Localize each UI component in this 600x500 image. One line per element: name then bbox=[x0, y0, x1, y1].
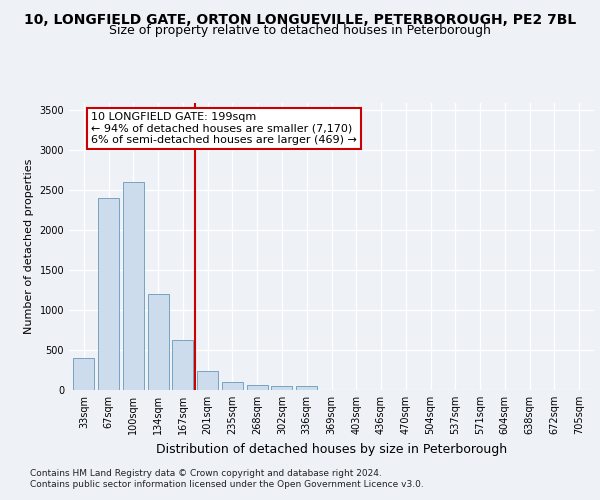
Bar bbox=[197, 371, 218, 390]
Bar bbox=[123, 182, 144, 390]
Text: 10 LONGFIELD GATE: 199sqm
← 94% of detached houses are smaller (7,170)
6% of sem: 10 LONGFIELD GATE: 199sqm ← 94% of detac… bbox=[91, 112, 357, 146]
Bar bbox=[98, 198, 119, 390]
Bar bbox=[247, 385, 268, 390]
Bar bbox=[148, 294, 169, 390]
Text: Contains public sector information licensed under the Open Government Licence v3: Contains public sector information licen… bbox=[30, 480, 424, 489]
Text: 10, LONGFIELD GATE, ORTON LONGUEVILLE, PETERBOROUGH, PE2 7BL: 10, LONGFIELD GATE, ORTON LONGUEVILLE, P… bbox=[24, 12, 576, 26]
X-axis label: Distribution of detached houses by size in Peterborough: Distribution of detached houses by size … bbox=[156, 442, 507, 456]
Bar bbox=[172, 340, 193, 390]
Bar bbox=[222, 382, 243, 390]
Y-axis label: Number of detached properties: Number of detached properties bbox=[24, 158, 34, 334]
Text: Size of property relative to detached houses in Peterborough: Size of property relative to detached ho… bbox=[109, 24, 491, 37]
Text: Contains HM Land Registry data © Crown copyright and database right 2024.: Contains HM Land Registry data © Crown c… bbox=[30, 469, 382, 478]
Bar bbox=[271, 386, 292, 390]
Bar bbox=[296, 386, 317, 390]
Bar bbox=[73, 358, 94, 390]
